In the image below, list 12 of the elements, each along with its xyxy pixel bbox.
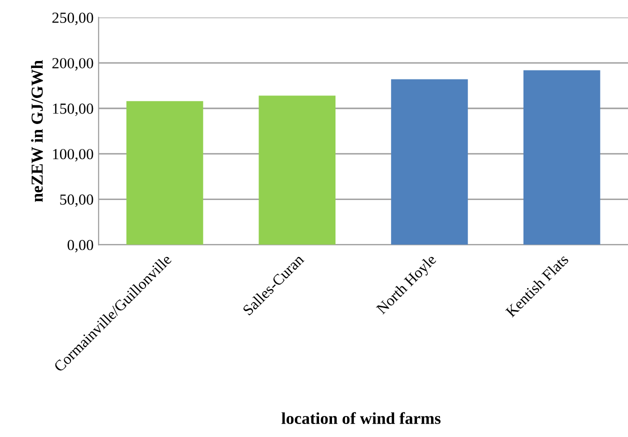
y-tick-label: 200,00: [52, 58, 94, 71]
y-tick-label: 50,00: [60, 194, 94, 207]
bar: [391, 79, 468, 245]
y-tick-label: 250,00: [52, 12, 94, 26]
y-tick-label: 150,00: [53, 104, 94, 116]
y-tick-label: 0,00: [68, 240, 94, 252]
bar: [126, 101, 204, 245]
y-axis-title: neZEW in GJ/GWh: [31, 60, 43, 202]
bar: [258, 96, 336, 245]
y-tick-label: 100,00: [53, 148, 94, 162]
x-axis-title: location of wind farms: [282, 412, 441, 424]
bar: [523, 70, 600, 245]
